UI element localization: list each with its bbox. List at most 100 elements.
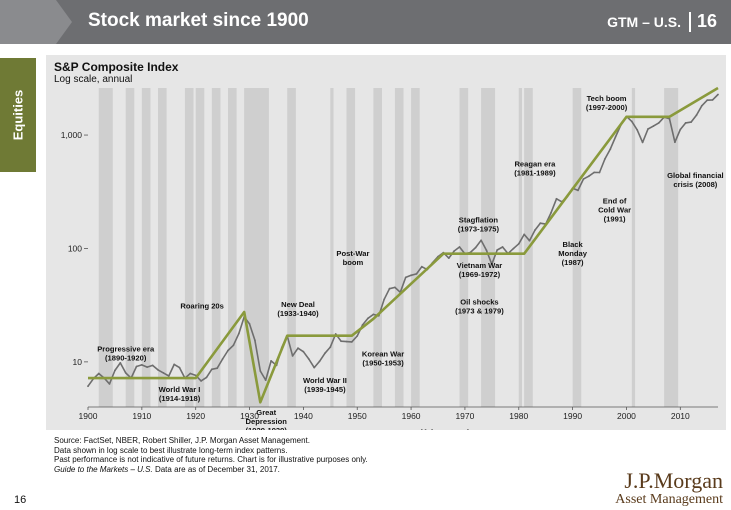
annotation-tech-boom: Tech boom (1997-2000) [586, 94, 628, 112]
annotation-world-war-1: World War I (1914-1918) [159, 385, 201, 403]
series-line-era-trend [88, 86, 719, 404]
page-title: Stock market since 1900 [88, 10, 309, 31]
index-point-1993 [587, 175, 590, 178]
index-point-1992 [582, 178, 585, 181]
x-tick-label-3: 1930 [240, 411, 259, 421]
source-line-1: Source: FactSet, NBER, Robert Shiller, J… [54, 436, 310, 445]
x-tick-label-9: 1990 [563, 411, 582, 421]
index-point-1979 [512, 247, 515, 250]
index-point-2016 [711, 99, 714, 101]
index-point-1947 [340, 340, 342, 343]
annotation-reagan-era: Reagan era (1981-1989) [514, 160, 556, 178]
index-point-1952 [367, 317, 369, 320]
annotation-tech-boom-line-1: (1997-2000) [586, 103, 628, 112]
annotation-reagan-era-line-1: (1981-1989) [514, 169, 556, 178]
index-point-1916 [173, 363, 176, 366]
recession-band-15 [459, 88, 469, 407]
annotation-black-monday: Black Monday (1987) [558, 240, 587, 267]
recession-band-1 [125, 88, 135, 407]
recession-band-14 [411, 88, 420, 407]
index-point-1995 [598, 171, 601, 174]
index-point-1967 [447, 257, 450, 259]
logo-name: J.P.Morgan [624, 468, 723, 493]
annotation-stagflation-line-1: (1973-1975) [458, 224, 500, 233]
equities-tab[interactable]: Equities [0, 58, 36, 172]
annotation-world-war-1-line-1: (1914-1918) [159, 394, 201, 403]
annotation-stagflation: Stagflation (1973-1975) [458, 215, 500, 233]
recession-band-4 [184, 88, 194, 407]
index-point-1932 [259, 370, 262, 372]
annotation-end-of-cold-war-line-0: End of [603, 197, 627, 206]
index-point-1924 [216, 367, 219, 370]
recession-band-19 [572, 88, 582, 407]
annotation-great-depression-line-0: Great [256, 408, 276, 417]
index-point-1921 [200, 380, 203, 382]
index-point-1917 [178, 366, 181, 369]
index-point-1928 [237, 332, 240, 335]
index-point-1980 [517, 242, 520, 245]
annotation-korean-war: Korean War (1950-1953) [362, 349, 404, 367]
index-point-1960 [410, 274, 412, 277]
index-point-2014 [700, 104, 703, 107]
index-point-1907 [124, 372, 127, 374]
annotation-progressive-era: Progressive era (1890-1920) [97, 344, 155, 362]
y-tick-label-1: 100 [68, 243, 82, 253]
annotation-black-monday-line-1: Monday [558, 249, 587, 258]
index-point-2011 [684, 122, 687, 124]
index-point-1933 [264, 379, 267, 381]
recession-band-21 [664, 88, 679, 407]
index-point-1945 [329, 346, 332, 348]
index-point-1984 [539, 222, 542, 225]
y-tick-label-0: 10 [73, 357, 83, 367]
index-point-1944 [324, 352, 326, 355]
annotation-progressive-era-line-1: (1890-1920) [105, 353, 147, 362]
index-point-1968 [453, 250, 456, 252]
index-point-1977 [501, 246, 504, 248]
header-bar: Stock market since 1900 GTM – U.S. 16 [0, 0, 731, 44]
x-tick-label-5: 1950 [348, 411, 367, 421]
index-point-2010 [679, 128, 682, 131]
index-point-1909 [135, 365, 138, 368]
annotation-korean-war-line-1: (1950-1953) [362, 358, 404, 367]
annotation-world-war-2-line-0: World War II [303, 376, 347, 385]
index-point-1915 [167, 375, 170, 377]
index-point-2013 [695, 114, 698, 116]
index-point-2003 [641, 141, 644, 144]
index-point-1942 [313, 366, 316, 369]
index-point-1913 [157, 369, 159, 371]
index-point-1925 [221, 358, 224, 360]
index-point-2006 [657, 122, 660, 124]
annotation-end-of-cold-war: End of Cold War (1991) [598, 197, 631, 224]
recession-band-0 [98, 88, 113, 407]
index-point-1934 [270, 360, 272, 362]
recession-band-20 [631, 88, 636, 407]
header-divider [689, 12, 691, 32]
annotation-global-financial-crisis-line-0: Global financial [667, 171, 724, 180]
index-point-2008 [668, 117, 671, 120]
index-point-1922 [205, 376, 208, 379]
source-line-3: Past performance is not indicative of fu… [54, 455, 368, 464]
annotation-major-recessions: Major recessions [420, 427, 482, 430]
index-point-1940 [302, 350, 305, 353]
index-point-2002 [636, 129, 639, 131]
index-point-1904 [108, 383, 111, 385]
header-page-number: 16 [696, 11, 717, 31]
annotation-world-war-2-line-1: (1939-1945) [304, 385, 346, 394]
index-point-1956 [388, 287, 391, 290]
jp-morgan-logo: J.P.Morgan Asset Management [615, 470, 723, 508]
recession-band-7 [228, 88, 237, 407]
logo-tagline: Asset Management [615, 492, 723, 507]
annotation-global-financial-crisis-line-1: crisis (2008) [673, 180, 717, 189]
recession-band-8 [244, 88, 269, 407]
index-point-1931 [254, 339, 256, 342]
index-point-1974 [485, 249, 488, 252]
index-point-1972 [474, 246, 477, 249]
annotation-major-recessions-line-0: Major recessions [420, 427, 482, 430]
annotation-oil-shocks-line-1: (1973 & 1979) [455, 307, 504, 316]
index-point-1902 [97, 372, 100, 375]
recession-band-13 [394, 88, 404, 407]
source-line-2: Data shown in log scale to best illustra… [54, 445, 288, 455]
index-point-1914 [162, 372, 165, 374]
index-point-2001 [630, 120, 633, 123]
annotation-korean-war-line-0: Korean War [362, 349, 404, 358]
